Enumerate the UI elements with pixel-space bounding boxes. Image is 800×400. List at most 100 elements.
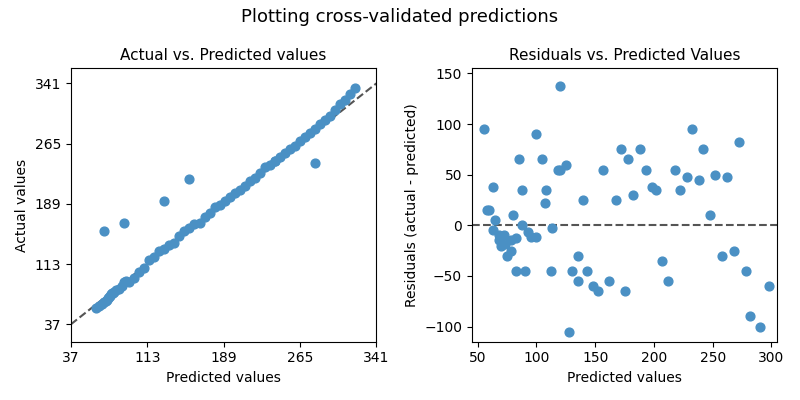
Point xyxy=(681,174,694,180)
Point xyxy=(238,182,251,189)
Point xyxy=(497,232,510,239)
Point xyxy=(168,240,181,246)
Point xyxy=(283,146,296,152)
Title: Residuals vs. Predicted Values: Residuals vs. Predicted Values xyxy=(509,48,740,63)
Point xyxy=(656,258,669,264)
Point xyxy=(294,138,306,144)
Point xyxy=(493,237,506,244)
Point xyxy=(193,220,206,226)
Point xyxy=(571,252,584,259)
Point xyxy=(571,278,584,284)
Point xyxy=(105,291,118,297)
Point xyxy=(98,228,110,234)
Point xyxy=(530,234,543,241)
Point xyxy=(198,214,211,220)
Point xyxy=(483,207,496,213)
X-axis label: Predicted values: Predicted values xyxy=(567,371,682,385)
Point xyxy=(318,117,331,123)
Title: Actual vs. Predicted values: Actual vs. Predicted values xyxy=(121,48,327,63)
Point xyxy=(539,187,552,193)
Point xyxy=(163,242,176,248)
Point xyxy=(104,292,117,299)
Point xyxy=(98,299,110,305)
Point xyxy=(106,290,118,296)
Point xyxy=(263,162,276,168)
Point xyxy=(645,184,658,190)
Point xyxy=(566,268,578,274)
Point xyxy=(493,232,506,239)
Point xyxy=(518,268,531,274)
Point xyxy=(716,252,729,259)
Point xyxy=(614,146,627,152)
Point xyxy=(727,247,740,254)
Point xyxy=(101,296,114,303)
Point xyxy=(516,222,529,228)
Point xyxy=(214,202,226,208)
Point xyxy=(309,160,322,166)
Point xyxy=(524,234,537,241)
Point xyxy=(544,268,557,274)
Point xyxy=(138,265,150,271)
Point xyxy=(334,101,346,107)
Point xyxy=(314,121,326,127)
Point xyxy=(298,134,311,140)
Point xyxy=(93,303,106,309)
Point xyxy=(510,235,523,242)
Point xyxy=(709,172,722,178)
Point xyxy=(309,126,322,132)
Point xyxy=(581,268,594,274)
Point xyxy=(697,146,710,152)
Point xyxy=(223,194,236,200)
Point xyxy=(234,186,246,193)
Point xyxy=(685,126,698,132)
Point xyxy=(546,225,558,232)
Point xyxy=(577,197,590,203)
Point xyxy=(692,176,705,183)
Point xyxy=(522,229,534,236)
Point xyxy=(674,187,686,193)
Point xyxy=(102,293,115,300)
Point xyxy=(662,278,674,284)
X-axis label: Predicted values: Predicted values xyxy=(166,371,281,385)
Point xyxy=(118,220,130,226)
Point xyxy=(96,301,109,308)
Point xyxy=(183,176,196,182)
Point xyxy=(610,197,622,203)
Point xyxy=(304,130,317,136)
Y-axis label: Residuals (actual - predicted): Residuals (actual - predicted) xyxy=(405,103,418,307)
Point xyxy=(489,217,502,224)
Point xyxy=(248,174,261,181)
Point xyxy=(538,200,551,206)
Point xyxy=(349,85,362,91)
Point xyxy=(563,328,576,335)
Point xyxy=(148,254,161,260)
Point xyxy=(324,113,337,119)
Point xyxy=(110,287,122,294)
Point xyxy=(208,204,221,210)
Point xyxy=(218,198,231,204)
Point xyxy=(486,184,499,190)
Point xyxy=(495,242,508,249)
Point xyxy=(143,257,156,263)
Point xyxy=(704,212,717,218)
Point xyxy=(554,82,566,89)
Point xyxy=(603,278,616,284)
Y-axis label: Actual values: Actual values xyxy=(15,158,29,252)
Point xyxy=(559,161,572,168)
Point xyxy=(498,240,511,247)
Point xyxy=(113,286,126,292)
Point xyxy=(650,187,662,193)
Point xyxy=(510,268,523,274)
Point xyxy=(183,225,196,232)
Point xyxy=(158,246,170,252)
Point xyxy=(739,268,752,274)
Point xyxy=(720,174,733,180)
Point xyxy=(118,279,130,286)
Point xyxy=(339,97,352,103)
Point xyxy=(329,106,342,113)
Point xyxy=(639,166,652,173)
Point xyxy=(744,313,757,320)
Point xyxy=(116,283,129,290)
Point xyxy=(477,126,490,132)
Text: Plotting cross-validated predictions: Plotting cross-validated predictions xyxy=(242,8,558,26)
